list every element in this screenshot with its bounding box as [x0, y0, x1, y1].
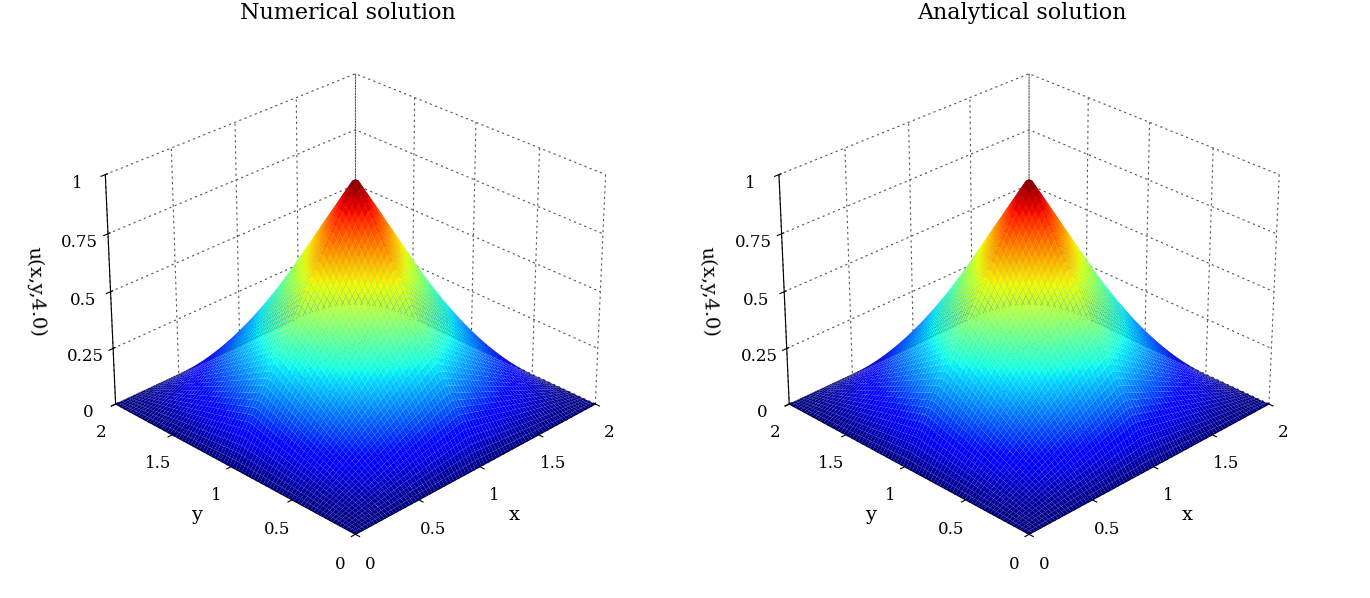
Y-axis label: y: y	[192, 505, 203, 523]
X-axis label: x: x	[1182, 505, 1193, 523]
X-axis label: x: x	[508, 505, 519, 523]
Y-axis label: y: y	[864, 505, 877, 523]
Title: Analytical solution: Analytical solution	[917, 2, 1126, 24]
Title: Numerical solution: Numerical solution	[240, 2, 456, 24]
